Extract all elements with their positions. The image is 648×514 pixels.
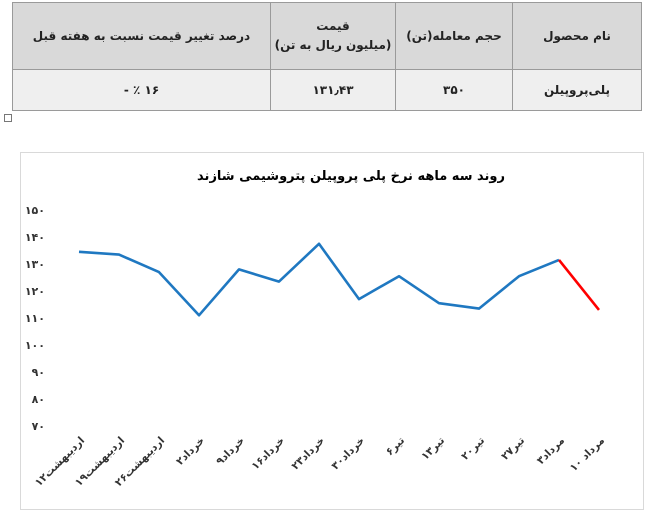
x-tick-label: ۲۰تیر — [459, 435, 487, 463]
y-tick-label: ۱۰۰ — [25, 339, 45, 352]
table-anchor-handle[interactable] — [4, 114, 12, 122]
price-table: نام محصول حجم معامله(تن) قیمت (میلیون ری… — [12, 2, 642, 111]
x-tick-label: ۲خرداد — [174, 435, 207, 468]
x-tick-label: ۲۷تیر — [499, 435, 527, 463]
y-tick-label: ۱۴۰ — [25, 231, 45, 244]
x-tick-label: ۹خرداد — [214, 435, 247, 468]
cell-price: ۱۳۱٫۴۳ — [270, 69, 396, 111]
y-tick-label: ۱۳۰ — [25, 258, 45, 271]
header-price: قیمت (میلیون ریال به تن) — [270, 2, 396, 70]
header-change: درصد تغییر قیمت نسبت به هفته قبل — [12, 2, 271, 70]
series-line-1 — [78, 242, 560, 317]
x-tick-label: ۳مرداد — [535, 435, 567, 467]
chart-title: روند سه ماهه نرخ پلی پروپیلن پتروشیمی شا… — [197, 169, 505, 184]
header-price-title: قیمت — [316, 19, 350, 33]
header-price-unit: (میلیون ریال به تن) — [274, 38, 392, 52]
cell-product: پلی‌پروپیلن — [512, 69, 642, 111]
line-chart: روند سه ماهه نرخ پلی پروپیلن پتروشیمی شا… — [25, 169, 607, 489]
chart-frame: روند سه ماهه نرخ پلی پروپیلن پتروشیمی شا… — [20, 152, 644, 510]
y-tick-label: ۱۱۰ — [25, 312, 45, 325]
cell-volume: ۳۵۰ — [395, 69, 513, 111]
x-tick-label: ۱۳تیر — [419, 435, 447, 463]
y-tick-label: ۱۲۰ — [25, 285, 45, 298]
x-tick-label: ۳۰خرداد — [329, 435, 367, 473]
header-product: نام محصول — [512, 2, 642, 70]
header-volume: حجم معامله(تن) — [395, 2, 513, 70]
y-tick-label: ۸۰ — [32, 393, 45, 406]
y-tick-label: ۷۰ — [32, 420, 45, 433]
table-row: پلی‌پروپیلن ۳۵۰ ۱۳۱٫۴۳ ۱۶ ٪ - — [12, 69, 642, 111]
series-line-2 — [557, 259, 601, 311]
y-tick-label: ۱۵۰ — [25, 204, 45, 217]
cell-change: ۱۶ ٪ - — [12, 69, 271, 111]
y-axis: ۷۰ ۸۰ ۹۰ ۱۰۰ ۱۱۰ ۱۲۰ ۱۳۰ ۱۴۰ ۱۵۰ — [25, 204, 45, 433]
x-tick-label: ۲۳خرداد — [289, 435, 327, 473]
x-tick-label: ۱۶خرداد — [249, 435, 287, 473]
y-tick-label: ۹۰ — [32, 366, 45, 379]
series-group — [78, 242, 601, 317]
x-tick-label: ۱۰ مرداد — [568, 435, 608, 475]
x-tick-label: ۶تیر — [384, 435, 408, 459]
